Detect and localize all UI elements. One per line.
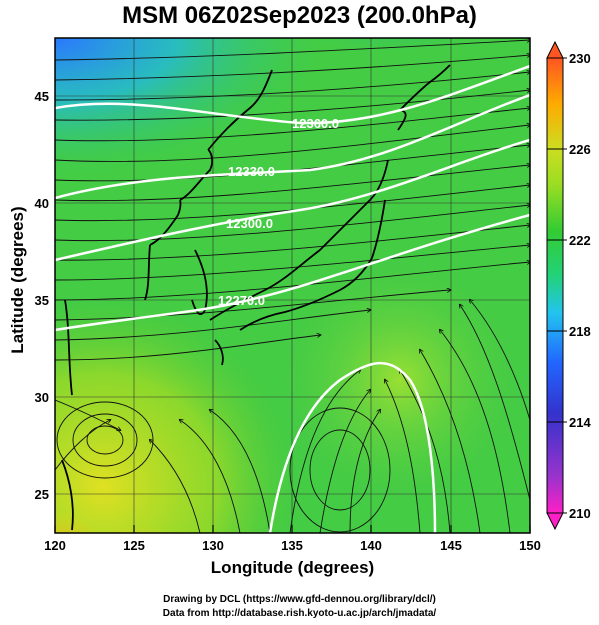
contour-label: 12360.0 xyxy=(292,116,339,131)
x-tick-label: 125 xyxy=(123,538,145,553)
colorbar-tick-label: 230 xyxy=(569,51,591,66)
plot-title: MSM 06Z02Sep2023 (200.0hPa) xyxy=(122,2,477,29)
warm-region-se xyxy=(280,260,520,500)
x-axis-label: Longitude (degrees) xyxy=(210,558,375,577)
colorbar-tick-label: 218 xyxy=(569,324,591,339)
contour-labels: 12360.0 12330.0 12300.0 12270.0 xyxy=(218,116,339,308)
x-tick-label: 150 xyxy=(519,538,541,553)
y-tick-label: 30 xyxy=(35,390,49,405)
y-tick-label: 25 xyxy=(35,487,49,502)
coastlines xyxy=(61,64,451,531)
x-axis xyxy=(54,525,531,533)
cold-region-nw xyxy=(55,38,325,178)
warm-core-south xyxy=(65,498,205,533)
colorbar-tick-label: 226 xyxy=(569,142,591,157)
y-axis-label: Latitude (degrees) xyxy=(8,206,27,354)
contour-label: 12300.0 xyxy=(226,216,273,231)
colorbar-bottom-arrow xyxy=(546,512,564,531)
height-contours xyxy=(55,64,530,533)
streamlines xyxy=(55,40,530,533)
x-tick-label: 130 xyxy=(202,538,224,553)
plot-area: 12360.0 12330.0 12300.0 12270.0 xyxy=(55,38,530,533)
credit-data: Data from http://database.rish.kyoto-u.a… xyxy=(162,608,437,619)
colorbar-scale xyxy=(546,57,564,514)
x-tick-labels: 120 125 130 135 140 145 150 xyxy=(44,538,541,553)
cold-region-ne xyxy=(280,38,500,90)
warm-core-sw xyxy=(55,480,100,533)
colorbar-tick-label: 214 xyxy=(569,415,591,430)
x-tick-label: 145 xyxy=(440,538,462,553)
credit-drawing: Drawing by DCL (https://www.gfd-dennou.o… xyxy=(163,594,436,605)
colorbar: 230 226 222 218 214 210 xyxy=(546,40,591,531)
contour-label: 12330.0 xyxy=(228,164,275,179)
y-tick-label: 45 xyxy=(35,89,49,104)
colorbar-tick-label: 222 xyxy=(569,233,591,248)
x-tick-label: 120 xyxy=(44,538,66,553)
colorbar-top-arrow xyxy=(546,40,564,59)
y-tick-label: 35 xyxy=(35,293,49,308)
colorbar-tick-labels: 230 226 222 218 214 210 xyxy=(569,51,591,521)
y-tick-label: 40 xyxy=(35,196,49,211)
y-tick-labels: 45 40 35 30 25 xyxy=(35,89,49,502)
contour-label: 12270.0 xyxy=(218,293,265,308)
x-tick-label: 135 xyxy=(281,538,303,553)
colorbar-tick-label: 210 xyxy=(569,506,591,521)
x-tick-label: 140 xyxy=(360,538,382,553)
